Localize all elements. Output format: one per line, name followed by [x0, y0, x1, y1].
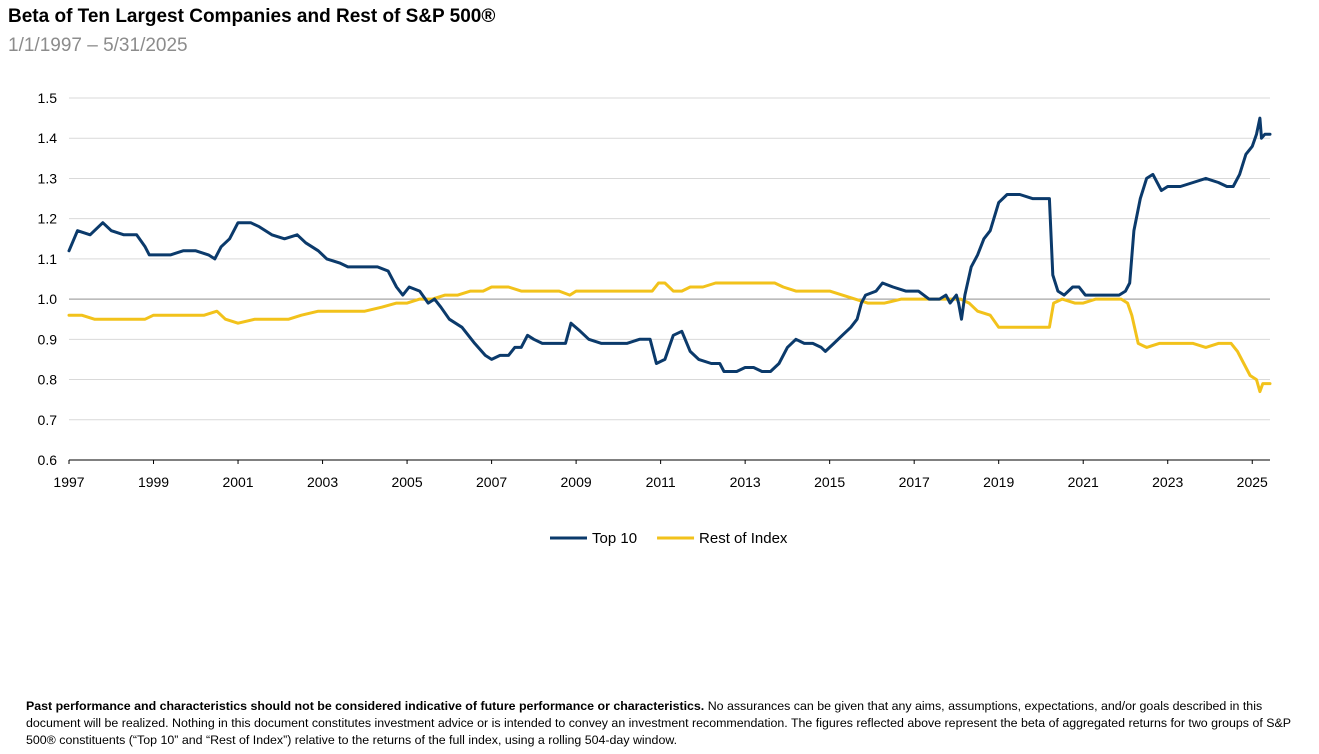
x-tick-label: 2025: [1237, 474, 1268, 490]
x-tick-label: 2007: [476, 474, 507, 490]
x-tick-label: 2001: [222, 474, 253, 490]
legend-label-top-10: Top 10: [592, 530, 637, 547]
series-line-top-10: [67, 116, 1272, 373]
y-tick-label: 0.9: [38, 331, 58, 347]
line-chart: 0.6 0.7 0.8 0.9 1.0 1.1 1.2 1.3 1.4 1.5 1997 1999 2…: [38, 90, 1272, 547]
x-tick-label: 2003: [307, 474, 338, 490]
y-tick-label: 0.7: [38, 412, 58, 428]
x-tick-label: 2015: [814, 474, 845, 490]
chart-title: Beta of Ten Largest Companies and Rest o…: [8, 6, 496, 27]
disclaimer-text: No assurances can be given that any aims…: [26, 699, 1291, 747]
y-tick-label: 1.0: [38, 291, 58, 307]
disclaimer: Past performance and characteristics sho…: [26, 698, 1314, 749]
x-tick-label: 2017: [899, 474, 930, 490]
chart-series: [67, 116, 1272, 394]
x-tick-label: 2013: [730, 474, 761, 490]
x-tick-label: 2021: [1068, 474, 1099, 490]
y-tick-label: 1.4: [38, 130, 58, 146]
chart-legend: Top 10 Rest of Index: [550, 530, 788, 547]
x-axis-tick-labels: 1997 1999 2001 2003 2005 2007 2009 2011 2013 2015…: [53, 474, 1268, 490]
chart-gridlines: [69, 97, 1270, 421]
y-axis-tick-labels: 0.6 0.7 0.8 0.9 1.0 1.1 1.2 1.3 1.4 1.5: [38, 90, 58, 468]
x-tick-label: 2005: [391, 474, 422, 490]
x-tick-label: 1999: [138, 474, 169, 490]
disclaimer-bold-text: Past performance and characteristics sho…: [26, 699, 705, 713]
y-tick-label: 1.2: [38, 211, 58, 227]
series-line-rest-of-index: [67, 281, 1272, 394]
y-tick-label: 1.1: [38, 251, 58, 267]
y-tick-label: 0.8: [38, 372, 58, 388]
y-tick-label: 1.5: [38, 90, 58, 106]
x-tick-label: 1997: [53, 474, 84, 490]
x-tick-label: 2019: [983, 474, 1014, 490]
y-tick-label: 0.6: [38, 452, 58, 468]
x-tick-label: 2009: [561, 474, 592, 490]
chart-subtitle: 1/1/1997 – 5/31/2025: [8, 35, 188, 56]
x-tick-label: 2011: [646, 474, 676, 490]
legend-label-rest-of-index: Rest of Index: [699, 530, 788, 547]
x-tick-label: 2023: [1152, 474, 1183, 490]
x-axis: [68, 459, 1270, 464]
y-tick-label: 1.3: [38, 170, 58, 186]
